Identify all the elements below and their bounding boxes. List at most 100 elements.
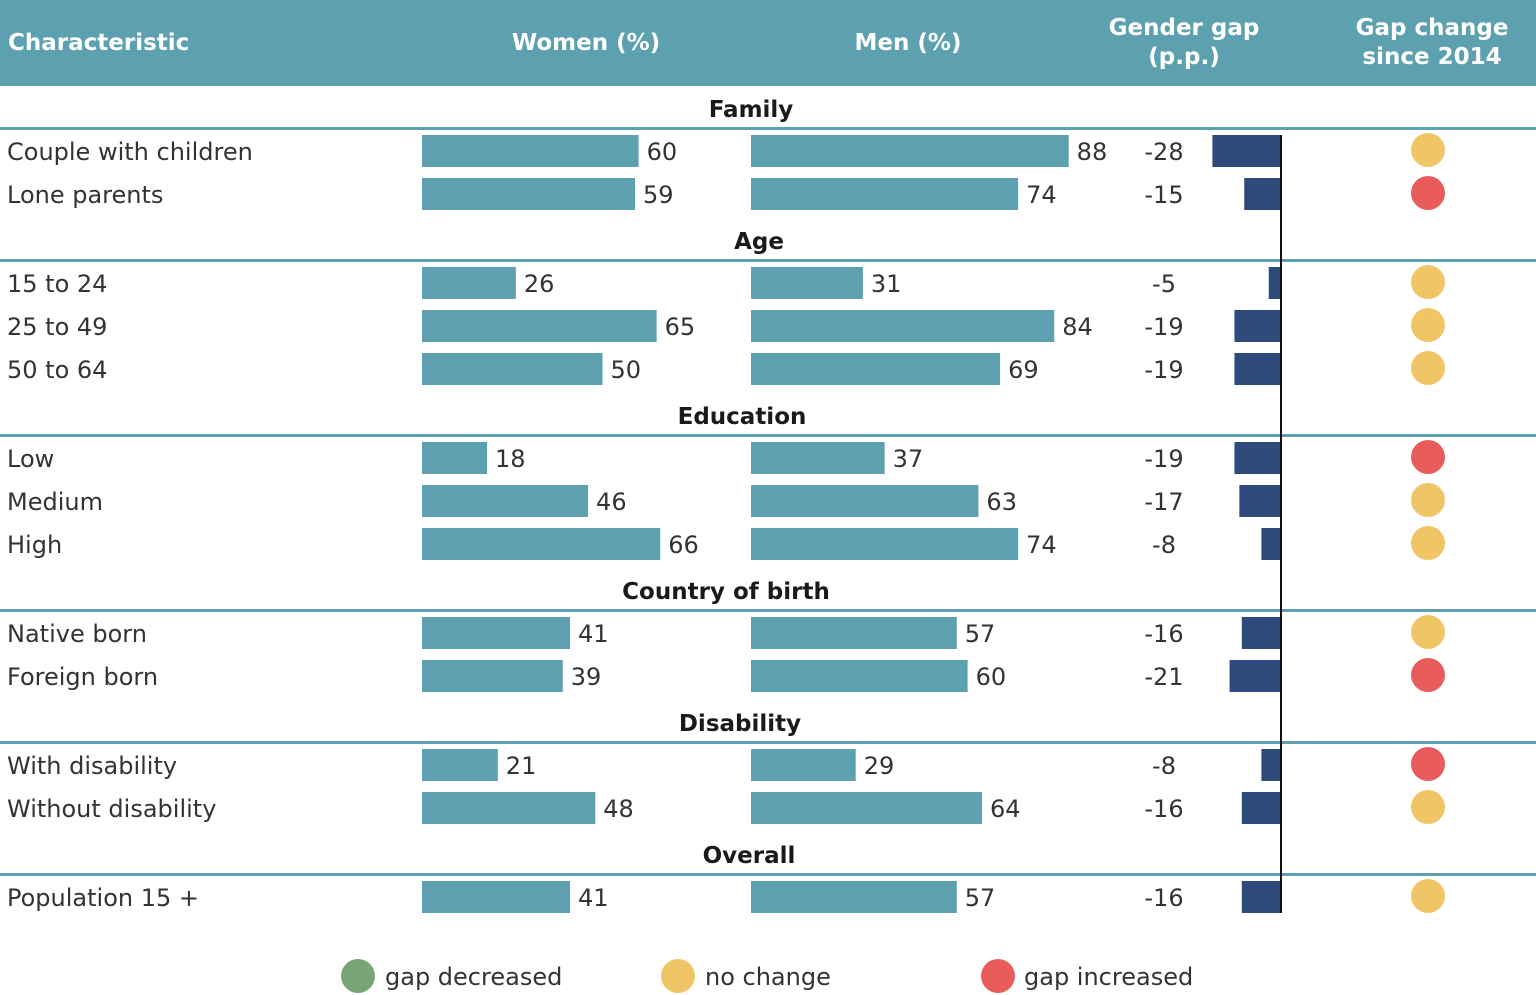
men-bar (751, 792, 983, 824)
women-value: 21 (506, 752, 537, 780)
women-bar (422, 267, 516, 299)
women-bar (422, 178, 635, 210)
gap-value: -16 (1144, 795, 1183, 823)
row-label: Couple with children (7, 138, 253, 166)
women-bar (422, 353, 603, 385)
section-title-4: Disability (679, 711, 801, 737)
gap-bar (1234, 353, 1281, 385)
row-label: Population 15 + (7, 884, 199, 912)
gap-change-indicator (1411, 440, 1445, 474)
row-label: 50 to 64 (7, 356, 107, 384)
legend-marker-no_change (661, 959, 695, 993)
men-value: 57 (965, 884, 996, 912)
men-bar (751, 267, 863, 299)
men-bar (751, 617, 957, 649)
row-label: Without disability (7, 795, 216, 823)
men-value: 74 (1026, 531, 1057, 559)
gap-change-indicator (1411, 308, 1445, 342)
row-label: Foreign born (7, 663, 158, 691)
section-title-3: Country of birth (622, 579, 830, 605)
row-label: High (7, 531, 62, 559)
men-value: 88 (1077, 138, 1108, 166)
women-bar (422, 749, 498, 781)
gap-value: -19 (1144, 445, 1183, 473)
legend-label-decreased: gap decreased (385, 963, 562, 991)
men-bar (751, 353, 1001, 385)
men-value: 64 (990, 795, 1021, 823)
row-label: With disability (7, 752, 177, 780)
men-value: 60 (976, 663, 1007, 691)
row-label: Medium (7, 488, 103, 516)
women-value: 41 (578, 884, 609, 912)
men-value: 29 (864, 752, 895, 780)
section-title-2: Education (678, 404, 807, 430)
women-bar (422, 135, 639, 167)
gap-value: -8 (1152, 752, 1176, 780)
gap-bar (1239, 485, 1281, 517)
header-men: Men (%) (855, 30, 962, 56)
women-value: 66 (668, 531, 699, 559)
gap-change-indicator (1411, 265, 1445, 299)
header-gender-gap-line2: (p.p.) (1148, 44, 1219, 70)
gap-value: -28 (1144, 138, 1183, 166)
gap-bar (1241, 881, 1281, 913)
men-bar (751, 310, 1055, 342)
header-characteristic: Characteristic (8, 30, 189, 56)
row-label: Lone parents (7, 181, 163, 209)
header-women: Women (%) (512, 30, 660, 56)
men-bar (751, 442, 885, 474)
women-bar (422, 881, 571, 913)
gap-value: -16 (1144, 620, 1183, 648)
gap-bar (1212, 135, 1281, 167)
women-value: 41 (578, 620, 609, 648)
men-bar (751, 135, 1069, 167)
gap-bar (1234, 442, 1281, 474)
section-title-1: Age (734, 229, 784, 255)
women-value: 65 (665, 313, 696, 341)
row-label: 15 to 24 (7, 270, 107, 298)
women-bar (422, 310, 657, 342)
legend: gap decreased no change gap increased (341, 959, 1193, 993)
row-label: 25 to 49 (7, 313, 107, 341)
section-title-5: Overall (703, 843, 796, 869)
header-background (0, 0, 1536, 86)
gap-change-indicator (1411, 790, 1445, 824)
gap-value: -17 (1144, 488, 1183, 516)
women-bar (422, 528, 661, 560)
gap-change-indicator (1411, 747, 1445, 781)
gap-change-indicator (1411, 483, 1445, 517)
gap-bar (1241, 792, 1281, 824)
gap-bar (1261, 528, 1281, 560)
row-label: Low (7, 445, 54, 473)
women-bar (422, 660, 563, 692)
gap-value: -15 (1144, 181, 1183, 209)
row-label: Native born (7, 620, 147, 648)
gap-change-indicator (1411, 176, 1445, 210)
women-value: 60 (647, 138, 678, 166)
men-value: 37 (893, 445, 924, 473)
gap-bar (1244, 178, 1281, 210)
gap-change-indicator (1411, 526, 1445, 560)
gap-bar (1229, 660, 1281, 692)
legend-marker-decreased (341, 959, 375, 993)
men-bar (751, 485, 979, 517)
legend-label-increased: gap increased (1024, 963, 1193, 991)
header-gap-change-line2: since 2014 (1362, 44, 1501, 70)
section-title-0: Family (709, 97, 794, 123)
women-value: 18 (495, 445, 526, 473)
gap-bar (1261, 749, 1281, 781)
women-bar (422, 485, 589, 517)
women-bar (422, 617, 571, 649)
women-bar (422, 792, 596, 824)
men-value: 69 (1008, 356, 1039, 384)
men-value: 74 (1026, 181, 1057, 209)
women-value: 39 (571, 663, 602, 691)
gap-change-indicator (1411, 133, 1445, 167)
legend-marker-increased (981, 959, 1015, 993)
chart-body: Family Couple with children 60 88 -28 Lone pa… (0, 97, 1536, 913)
gap-value: -16 (1144, 884, 1183, 912)
men-bar (751, 749, 856, 781)
women-value: 50 (611, 356, 642, 384)
gap-change-indicator (1411, 658, 1445, 692)
